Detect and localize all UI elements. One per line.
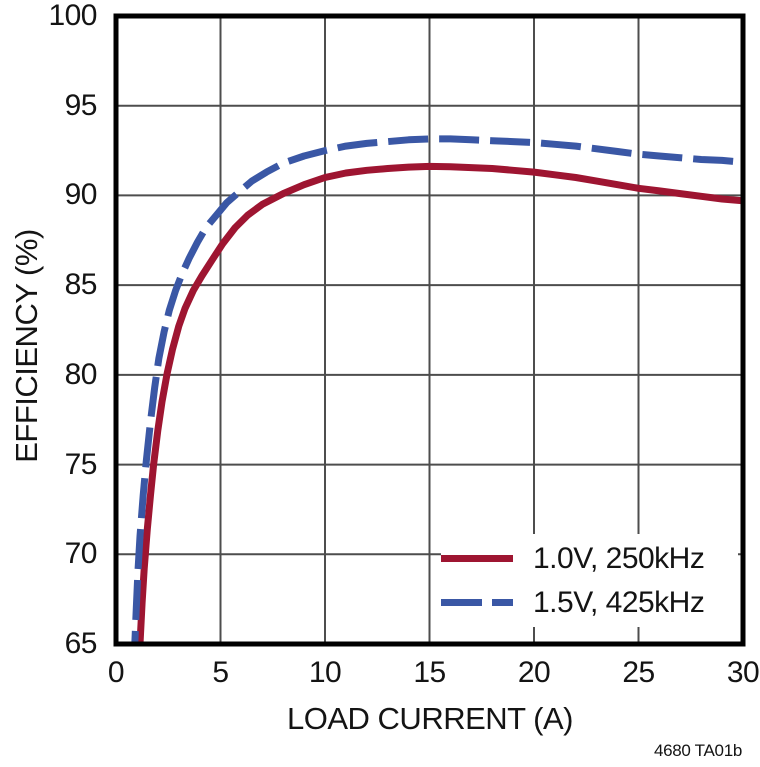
chart-legend: 1.0V, 250kHz 1.5V, 425kHz	[441, 534, 738, 627]
legend-row-1v5: 1.5V, 425kHz	[441, 585, 738, 621]
plot-frame	[113, 13, 746, 647]
curve-1-0v-250khz	[136, 162, 741, 642]
y-tick-label-100: 100	[48, 0, 97, 32]
x-tick-label-10: 10	[308, 656, 342, 689]
y-axis-title-text: EFFICIENCY (%)	[9, 229, 44, 463]
solid-line-swatch	[441, 555, 513, 562]
data-curves	[131, 135, 741, 642]
x-axis-title: LOAD CURRENT (A)	[287, 701, 573, 736]
x-tick-label-20: 20	[517, 656, 551, 689]
y-tick-label-75: 75	[64, 447, 98, 481]
y-tick-label-80: 80	[64, 357, 98, 391]
figure-reference-code: 4680 TA01b	[653, 741, 742, 760]
legend-row-1v: 1.0V, 250kHz	[441, 541, 738, 577]
x-tick-label-25: 25	[622, 656, 655, 689]
gridlines	[116, 16, 743, 644]
curve-1-5v-425khz	[131, 135, 741, 642]
y-tick-label-70: 70	[64, 537, 98, 571]
y-tick-label-90: 90	[64, 178, 98, 212]
dashed-line-swatch	[441, 599, 513, 606]
x-tick-label-15: 15	[413, 656, 446, 689]
x-tick-label-5: 5	[212, 656, 229, 689]
y-tick-label-95: 95	[64, 88, 98, 122]
x-tick-label-0: 0	[107, 656, 125, 689]
legend-label-1v: 1.0V, 250kHz	[533, 541, 705, 575]
legend-label-1v5: 1.5V, 425kHz	[533, 585, 705, 619]
y-tick-label-85: 85	[64, 268, 98, 302]
x-tick-label-30: 30	[726, 656, 760, 689]
axes-frame	[113, 13, 746, 647]
y-tick-label-65: 65	[64, 627, 98, 660]
